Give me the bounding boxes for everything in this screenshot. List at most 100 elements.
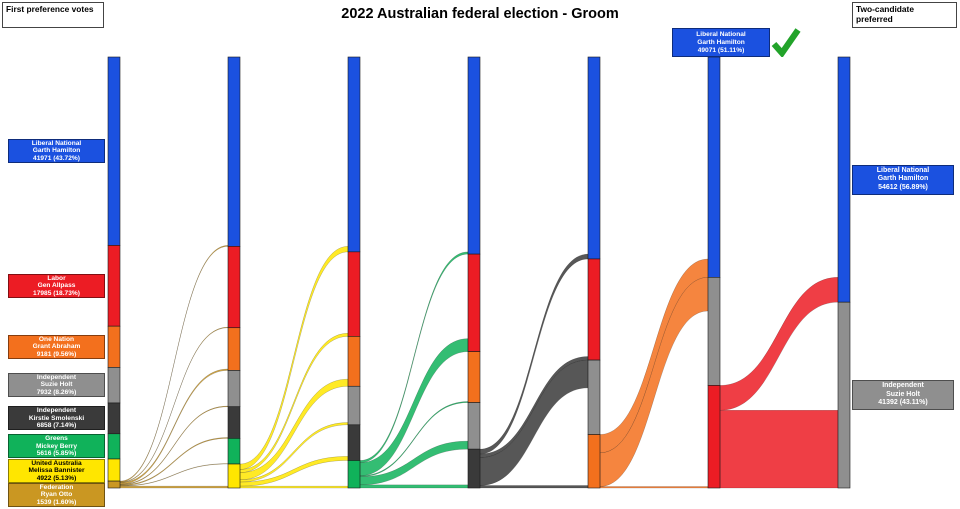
bar-round5-lnp (587, 56, 601, 260)
label-line: 7932 (8.26%) (36, 388, 77, 396)
label-line: 1539 (1.60%) (36, 498, 77, 506)
winner-annotation: Liberal National Garth Hamilton 49071 (5… (672, 28, 770, 57)
label-line: 41392 (43.11%) (878, 399, 928, 407)
candidate-label-fed: Federation Ryan Otto 1539 (1.60%) (8, 483, 105, 507)
bar-round2-uap (227, 463, 241, 489)
bar-round5-on (587, 434, 601, 489)
flow-fed-to-alp (119, 326, 229, 483)
label-line: One Nation (38, 335, 75, 343)
candidate-label-grn: Greens Mickey Berry 5616 (5.85%) (8, 434, 105, 459)
candidate-label-lnp: Liberal National Garth Hamilton 41971 (43.… (8, 139, 105, 164)
bar-round4-alp (467, 253, 481, 352)
bar-round3-grn (347, 460, 361, 489)
label-line: Liberal National (31, 139, 82, 147)
candidate-label-smol: Independent Kirstie Smolenski 6858 (7.14%) (8, 406, 105, 431)
bar-round6-holt (707, 276, 721, 386)
bar-round1-fed (107, 480, 121, 489)
first-preference-votes-box: First preference votes (2, 2, 104, 28)
label-line: Independent (36, 373, 77, 381)
page-title: 2022 Australian federal election - Groom (341, 6, 619, 22)
bar-round5-alp (587, 258, 601, 361)
bar-round1-lnp (107, 56, 121, 246)
flow-fed-to-uap (119, 485, 229, 489)
bar-round2-smol (227, 406, 241, 439)
label-line: Labor (47, 274, 66, 282)
candidate-label-holt: Independent Suzie Holt 41392 (43.11%) (852, 380, 954, 411)
label-line: 5616 (5.85%) (36, 450, 77, 458)
bar-round3-smol (347, 424, 361, 461)
label-line: Suzie Holt (886, 390, 920, 398)
winner-check-icon (771, 28, 801, 57)
label-line: Independent (36, 407, 77, 415)
label-line: Garth Hamilton (32, 147, 81, 155)
flow-on-to-holt (599, 277, 709, 487)
bar-round2-on (227, 327, 241, 371)
two-candidate-preferred-box: Two-candidate preferred (852, 2, 957, 28)
bar-round2-holt (227, 370, 241, 408)
flow-grn-to-smol (359, 484, 469, 489)
first-preference-votes-label: First preference votes (6, 4, 94, 14)
bar-round3-lnp (347, 56, 361, 253)
two-candidate-preferred-label: Two-candidate preferred (856, 4, 915, 24)
winner-party: Liberal National (696, 30, 746, 38)
bar-round6-alp (707, 385, 721, 489)
bar-round3-alp (347, 251, 361, 337)
bar-round1-alp (107, 245, 121, 327)
bar-round1-on (107, 325, 121, 368)
bar-round7-lnp (837, 56, 851, 303)
label-line: 6858 (7.14%) (36, 422, 77, 430)
flow-fed-to-on (119, 368, 229, 485)
flow-alp-to-holt (719, 410, 839, 489)
bar-round2-grn (227, 438, 241, 465)
label-line: Garth Hamilton (877, 175, 929, 183)
label-line: Gen Allpass (37, 282, 76, 290)
bar-round4-holt (467, 402, 481, 450)
label-line: Federation (39, 483, 74, 491)
flow-uap-to-lnp (239, 246, 349, 470)
flow-alp-to-lnp (719, 277, 839, 411)
bar-round2-lnp (227, 56, 241, 247)
bar-round1-grn (107, 433, 121, 460)
candidate-label-uap: United Australia Melissa Bannister 4922 (5… (8, 459, 105, 484)
label-line: Ryan Otto (40, 491, 73, 499)
bar-round1-uap (107, 458, 121, 482)
candidate-label-holt: Independent Suzie Holt 7932 (8.26%) (8, 373, 105, 398)
label-line: Mickey Berry (35, 442, 78, 450)
label-line: 4922 (5.13%) (36, 474, 77, 482)
label-line: Independent (882, 382, 924, 390)
winner-name: Garth Hamilton (697, 38, 745, 46)
candidate-label-alp: Labor Gen Allpass 17985 (18.73%) (8, 273, 105, 298)
bar-round1-holt (107, 367, 121, 404)
bar-round4-lnp (467, 56, 481, 255)
label-line: Kirstie Smolenski (28, 414, 85, 422)
bar-round4-on (467, 351, 481, 403)
bar-round1-smol (107, 402, 121, 435)
bar-round3-holt (347, 385, 361, 426)
label-line: Grant Abraham (32, 343, 81, 351)
bar-round2-alp (227, 246, 241, 329)
bar-round5-holt (587, 359, 601, 435)
label-line: Liberal National (876, 166, 930, 174)
label-line: Melissa Bannister (28, 467, 85, 475)
bar-round7-holt (837, 301, 851, 489)
label-line: 41971 (43.72%) (33, 154, 80, 162)
flow-grn-to-lnp (359, 251, 469, 463)
label-line: 54612 (56.89%) (878, 183, 928, 191)
label-line: Suzie Holt (40, 381, 73, 389)
label-line: 17985 (18.73%) (33, 289, 80, 297)
candidate-label-lnp: Liberal National Garth Hamilton 54612 (56.… (852, 164, 954, 195)
flow-smol-to-holt (479, 359, 589, 486)
flow-smol-to-on (479, 485, 589, 489)
bar-round6-lnp (707, 56, 721, 278)
label-line: 9181 (9.56%) (36, 350, 77, 358)
flow-uap-to-grn (239, 485, 349, 489)
winner-votes: 49071 (51.11%) (697, 46, 745, 54)
candidate-label-on: One Nation Grant Abraham 9181 (9.56%) (8, 334, 105, 359)
bar-round3-on (347, 336, 361, 387)
bar-round4-smol (467, 448, 481, 489)
label-line: Greens (45, 435, 68, 443)
flow-fed-to-grn (119, 463, 229, 487)
flow-fed-to-lnp (119, 245, 229, 483)
